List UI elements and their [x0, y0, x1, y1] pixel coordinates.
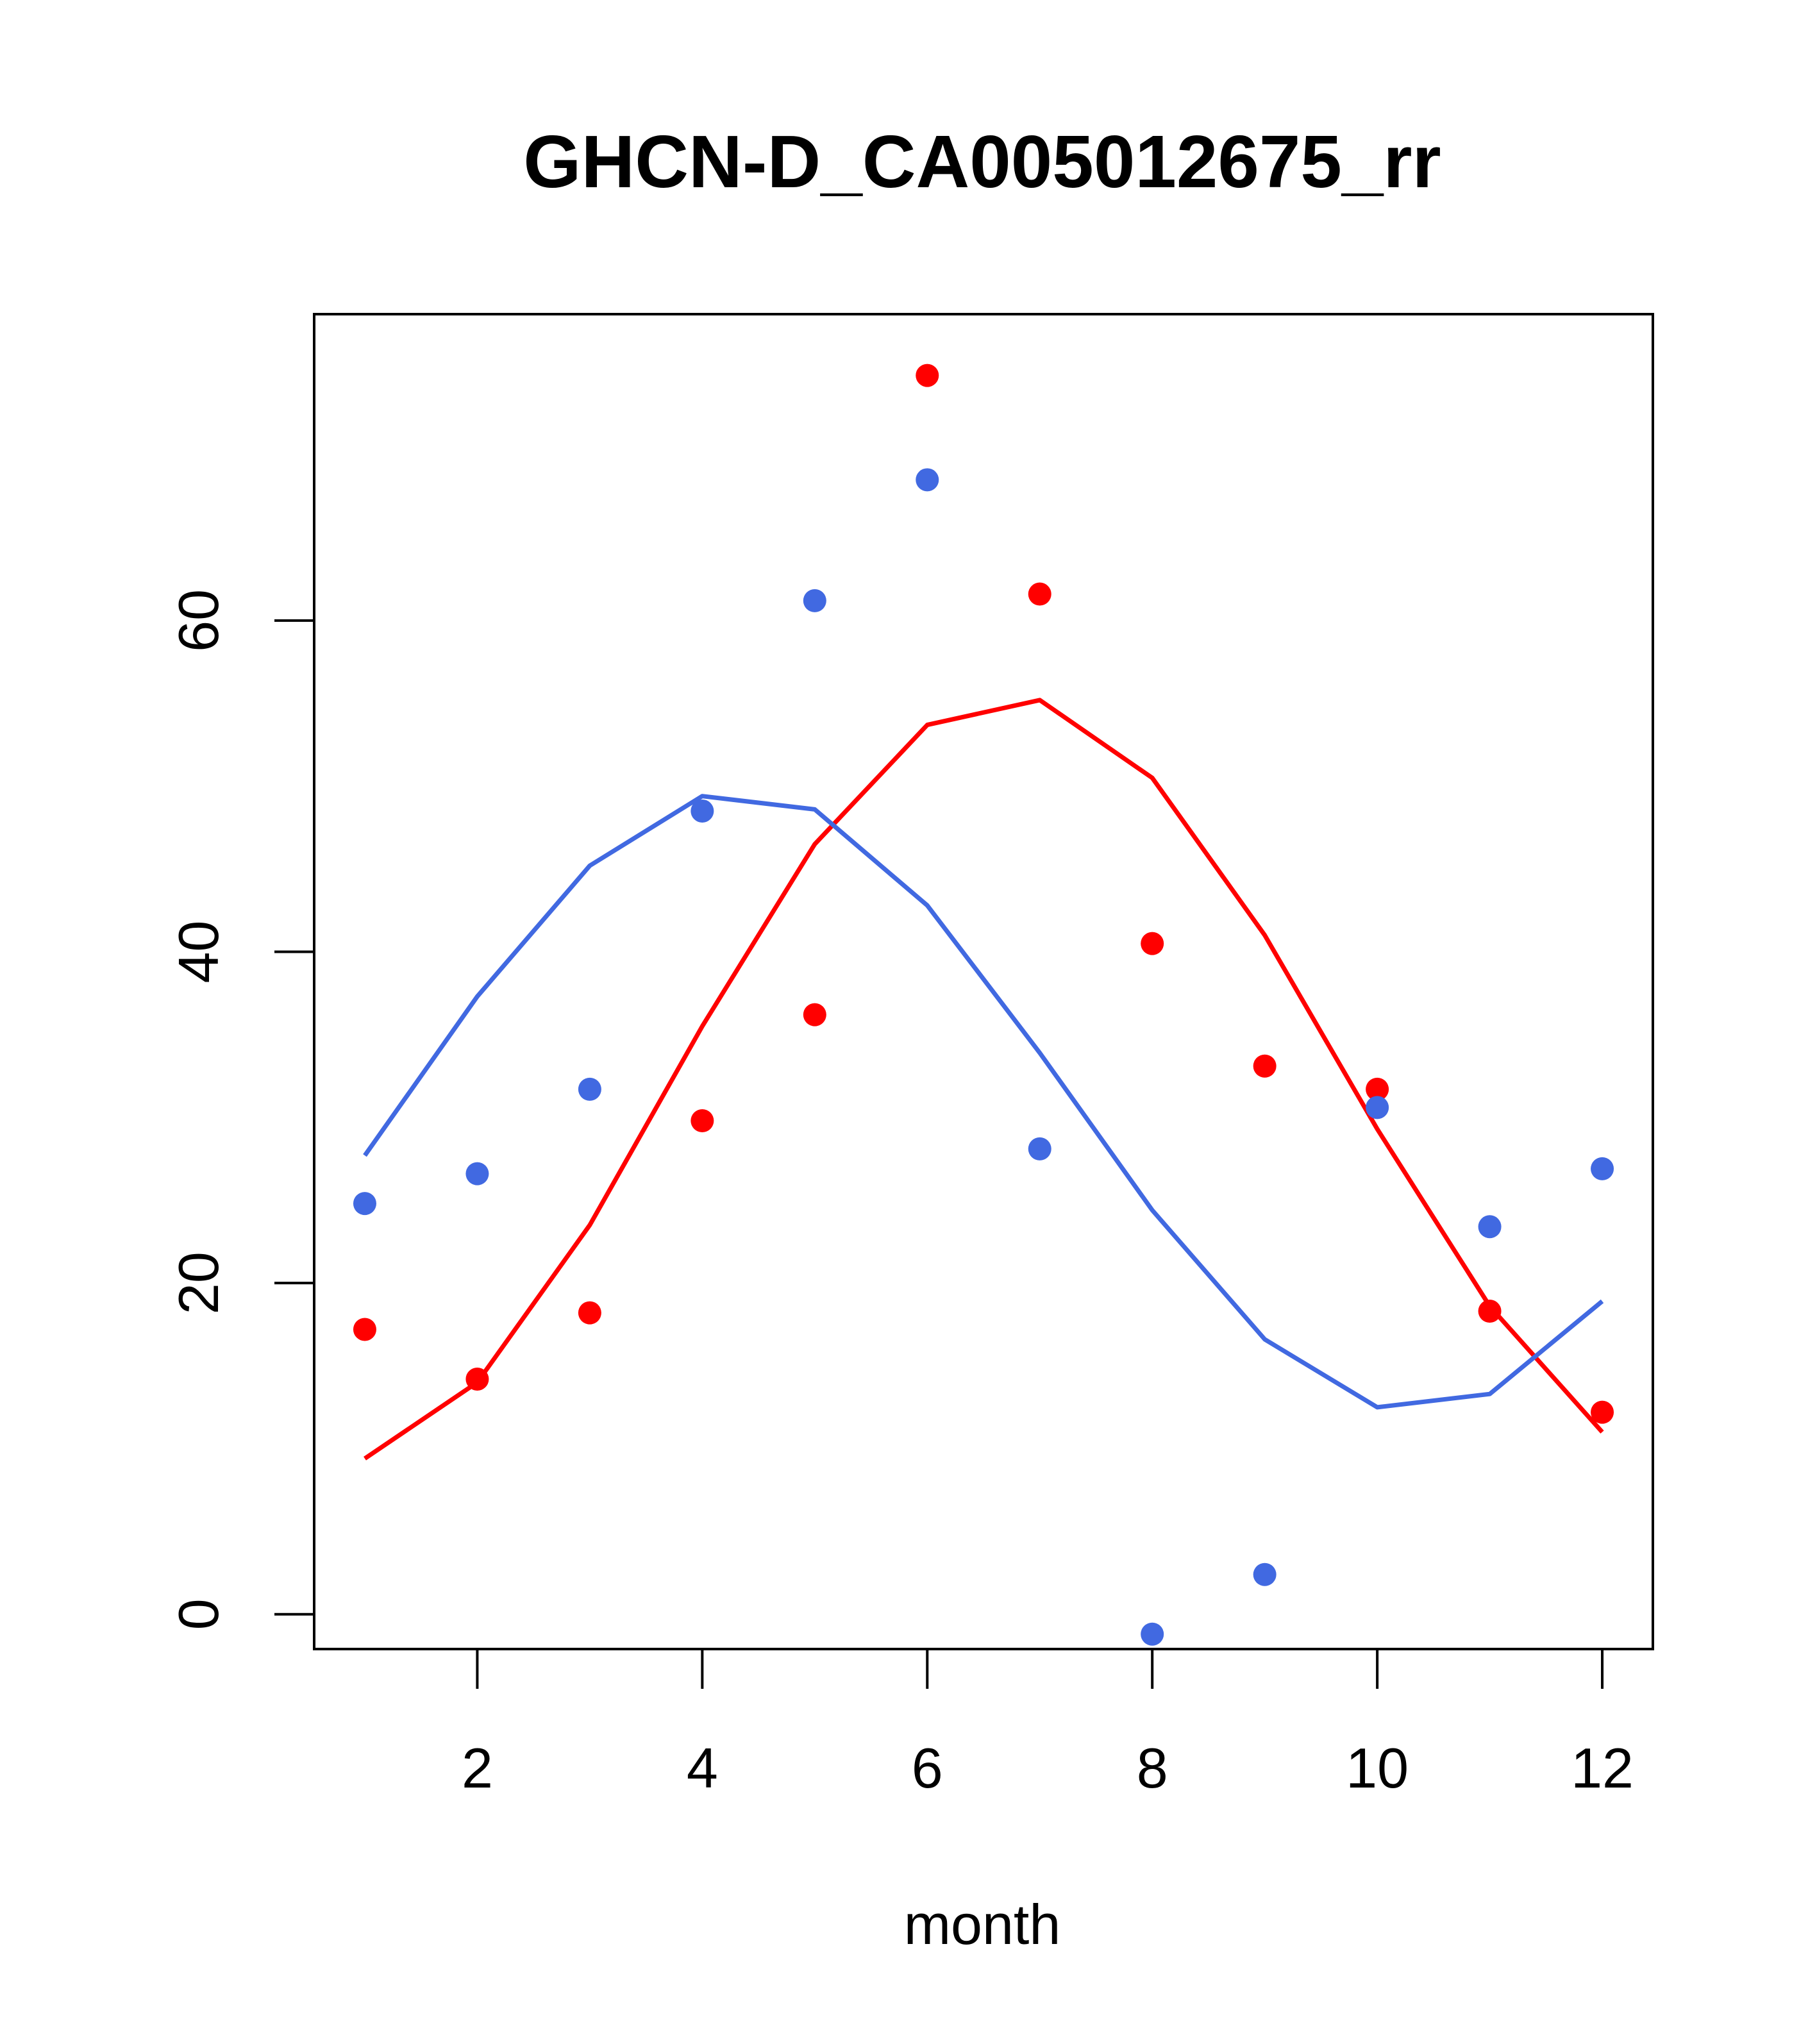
series-2-point — [465, 1162, 489, 1185]
series-1-point — [916, 364, 939, 387]
y-tick-label: 0 — [167, 1598, 230, 1630]
series-1-point — [1253, 1054, 1277, 1078]
x-tick-label: 2 — [462, 1736, 493, 1800]
x-axis-label: month — [904, 1893, 1061, 1956]
series-2-point — [803, 589, 826, 612]
series-2-point — [1366, 1096, 1389, 1119]
series-1 — [353, 364, 1614, 1461]
series-2-point — [691, 799, 714, 823]
y-tick-label: 40 — [167, 921, 230, 984]
x-tick-label: 12 — [1571, 1736, 1634, 1800]
y-axis: 0 20 40 60 — [167, 589, 315, 1630]
chart-title: GHCN-D_CA005012675_rr — [523, 120, 1441, 203]
series-2-line — [363, 794, 1604, 1410]
series-2-point — [1141, 1622, 1164, 1646]
series-2-point — [916, 468, 939, 492]
series-2-point — [1253, 1562, 1277, 1586]
series-2-point — [1591, 1157, 1614, 1180]
series-1-line — [364, 698, 1604, 1461]
series-1-point — [353, 1318, 376, 1341]
x-tick-label: 8 — [1137, 1736, 1168, 1800]
series-1-point — [691, 1109, 714, 1132]
series-2 — [353, 468, 1614, 1646]
series-layer — [353, 364, 1614, 1646]
series-1-point — [1591, 1400, 1614, 1424]
y-tick-label: 20 — [167, 1252, 230, 1314]
series-1-point — [1028, 582, 1051, 606]
x-tick-label: 10 — [1346, 1736, 1409, 1800]
x-axis: 2 4 6 8 10 12 — [462, 1648, 1634, 1800]
series-1-point — [803, 1003, 826, 1026]
x-tick-label: 4 — [687, 1736, 718, 1800]
series-1-point — [1141, 932, 1164, 955]
series-1-point — [465, 1367, 489, 1391]
series-2-point — [1028, 1137, 1051, 1160]
series-1-point — [578, 1301, 601, 1325]
series-2-point — [353, 1192, 376, 1216]
x-tick-label: 6 — [912, 1736, 943, 1800]
series-1-point — [1478, 1300, 1502, 1323]
series-2-point — [1478, 1215, 1502, 1239]
series-1-point — [1366, 1077, 1389, 1101]
series-2-point — [578, 1077, 601, 1101]
y-tick-label: 60 — [167, 589, 230, 652]
